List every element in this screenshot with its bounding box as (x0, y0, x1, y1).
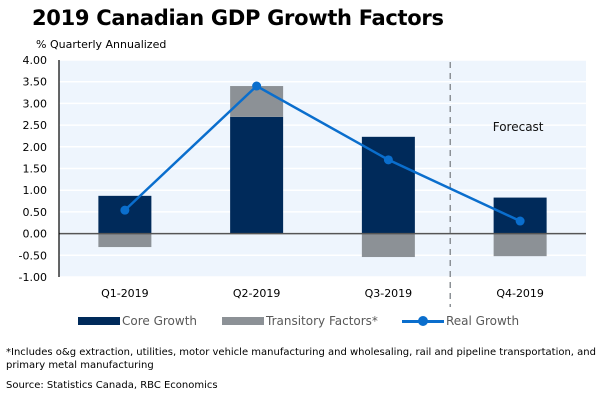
real-growth-point (252, 81, 262, 91)
y-tick-label: 3.00 (23, 97, 48, 110)
core-growth-swatch (78, 317, 120, 325)
x-axis-categories: Q1-2019 Q2-2019 Q3-2019 Q4-2019 (101, 287, 544, 300)
x-category-label: Q1-2019 (101, 287, 149, 300)
chart-title: 2019 Canadian GDP Growth Factors (32, 6, 444, 30)
y-tick-label: 2.00 (23, 141, 48, 154)
x-category-label: Q3-2019 (365, 287, 413, 300)
real-growth-line (124, 84, 521, 223)
y-tick-label: 0.50 (23, 206, 48, 219)
legend-item-real-growth: Real Growth (402, 314, 519, 328)
x-category-label: Q4-2019 (496, 287, 544, 300)
bar-transitory-factors (493, 233, 547, 257)
y-tick-label: 3.50 (23, 76, 48, 89)
legend-label: Transitory Factors* (266, 314, 378, 328)
real-growth-point (515, 216, 525, 226)
real-growth-swatch (402, 314, 444, 328)
legend-item-transitory-factors: Transitory Factors* (222, 314, 378, 328)
x-category-label: Q2-2019 (233, 287, 281, 300)
real-growth-series (120, 81, 525, 226)
legend-item-core-growth: Core Growth (78, 314, 197, 328)
y-tick-label: 0.00 (23, 228, 48, 241)
y-axis-label: % Quarterly Annualized (36, 38, 167, 51)
bar-core-growth (230, 116, 284, 234)
legend-label: Real Growth (446, 314, 520, 328)
bar-transitory-factors (361, 233, 415, 258)
y-tick-label: -0.50 (19, 249, 47, 262)
y-tick-label: -1.00 (19, 271, 47, 284)
y-axis-ticks: 4.00 3.50 3.00 2.50 2.00 1.50 1.00 0.50 0.00 -0.5… (19, 54, 47, 284)
y-tick-label: 4.00 (23, 54, 48, 67)
real-growth-point (383, 155, 393, 165)
bar-transitory-factors (98, 233, 152, 248)
bar-core-growth (98, 195, 152, 234)
bars (98, 86, 547, 258)
bar-core-growth (493, 197, 547, 234)
real-growth-point (120, 205, 130, 215)
bar-transitory-factors (230, 86, 284, 117)
source-note: Source: Statistics Canada, RBC Economics (6, 380, 218, 391)
y-tick-label: 2.50 (23, 119, 48, 132)
forecast-label: Forecast (493, 120, 544, 134)
legend-label: Core Growth (122, 314, 198, 328)
transitory-factors-swatch (222, 317, 264, 325)
bar-core-growth (361, 136, 415, 234)
footnote: *Includes o&g extraction, utilities, mot… (6, 347, 596, 371)
y-tick-label: 1.00 (23, 184, 48, 197)
y-tick-label: 1.50 (23, 163, 48, 176)
